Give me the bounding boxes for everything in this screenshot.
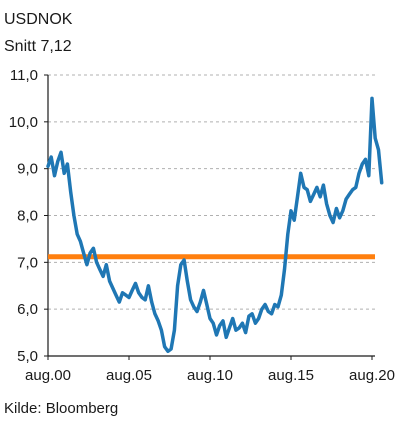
x-tick-label: aug.05 bbox=[106, 367, 152, 384]
source-note: Kilde: Bloomberg bbox=[4, 400, 118, 417]
x-tick-label: aug.20 bbox=[349, 367, 395, 384]
y-tick-label: 9,0 bbox=[17, 161, 38, 178]
grid-lines bbox=[48, 74, 375, 310]
axes bbox=[44, 74, 375, 360]
y-tick-label: 7,0 bbox=[17, 254, 38, 271]
series-line-0 bbox=[46, 96, 384, 354]
x-axis-tick-labels: aug.00 aug.05 aug.10 aug.15 aug.20 bbox=[25, 367, 395, 384]
y-tick-label: 10,0 bbox=[9, 114, 38, 131]
x-tick-label: aug.15 bbox=[268, 367, 314, 384]
y-tick-label: 6,0 bbox=[17, 301, 38, 318]
y-tick-label: 11,0 bbox=[10, 67, 38, 84]
series-layer bbox=[46, 96, 384, 354]
x-tick-label: aug.00 bbox=[25, 367, 71, 384]
chart-subtitle: Snitt 7,12 bbox=[4, 38, 72, 55]
y-axis-tick-labels: 5,0 6,0 7,0 8,0 9,0 10,0 11,0 bbox=[9, 67, 38, 365]
x-tick-label: aug.10 bbox=[187, 367, 233, 384]
y-tick-label: 8,0 bbox=[17, 208, 38, 225]
chart-title: USDNOK bbox=[4, 11, 73, 28]
y-tick-label: 5,0 bbox=[17, 348, 38, 365]
